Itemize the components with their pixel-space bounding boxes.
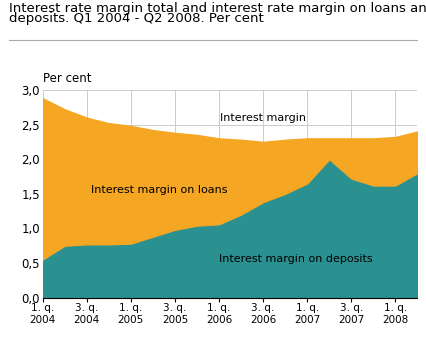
Text: deposits. Q1 2004 - Q2 2008. Per cent: deposits. Q1 2004 - Q2 2008. Per cent [9, 12, 263, 25]
Text: Interest margin: Interest margin [220, 113, 306, 122]
Text: Per cent: Per cent [43, 72, 91, 85]
Text: Interest margin on loans: Interest margin on loans [91, 185, 227, 195]
Text: Interest rate margin total and interest rate margin on loans and: Interest rate margin total and interest … [9, 2, 426, 15]
Text: Interest margin on deposits: Interest margin on deposits [219, 255, 373, 264]
